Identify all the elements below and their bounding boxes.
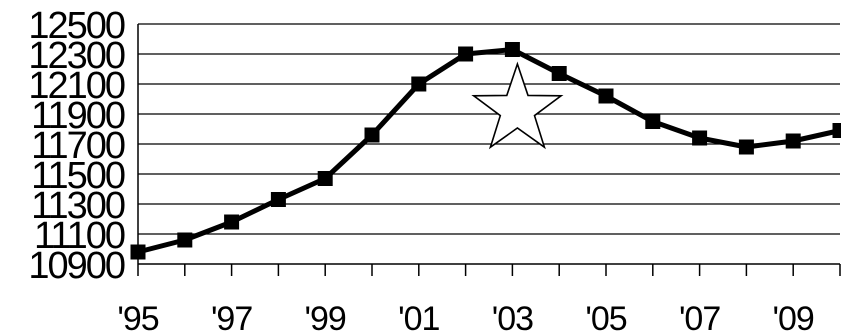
y-tick-label-11100: 11100 <box>34 215 125 257</box>
x-tick-label-1997: '97 <box>211 300 252 333</box>
data-markers <box>130 42 841 260</box>
y-tick-label-12500: 12500 <box>28 5 125 47</box>
data-point-2009 <box>785 133 801 149</box>
x-tick-label-2003: '03 <box>492 300 533 333</box>
data-point-2004 <box>551 66 567 81</box>
data-point-2003 <box>504 42 520 57</box>
data-point-1996 <box>177 232 193 248</box>
star-icon <box>471 61 564 150</box>
series-line <box>137 47 841 255</box>
x-tick-label-2009: '09 <box>773 300 814 333</box>
data-point-2005 <box>598 88 614 104</box>
data-point-2008 <box>738 139 754 155</box>
x-tick-labels: '95 '97 '99 '01 '03 '05 '07 '09 <box>117 300 815 333</box>
data-point-1995 <box>130 244 146 260</box>
x-tick-label-1999: '99 <box>305 300 346 333</box>
x-tick-label-2001: '01 <box>398 300 439 333</box>
star-annotation <box>471 61 564 150</box>
y-tick-labels: 1090011100113001150011700119001210012300… <box>28 5 127 287</box>
data-point-2000 <box>364 127 380 143</box>
grid-lines <box>138 23 840 235</box>
data-point-2006 <box>645 114 661 129</box>
y-tick-label-12300: 12300 <box>28 35 125 77</box>
data-point-1998 <box>270 192 286 207</box>
data-point-1997 <box>224 214 240 230</box>
x-tick-label-2005: '05 <box>585 300 626 333</box>
series-path <box>137 47 841 255</box>
y-tick-label-11500: 11500 <box>31 155 125 197</box>
x-tick-label-1995: '95 <box>117 300 158 333</box>
data-point-2010 <box>832 123 841 138</box>
x-tick-label-2007: '07 <box>679 300 720 333</box>
y-tick-label-12100: 12100 <box>28 65 125 107</box>
data-point-2001 <box>411 76 427 92</box>
y-tick-label-10900: 10900 <box>28 245 125 287</box>
y-tick-label-11700: 11700 <box>31 125 125 167</box>
data-point-1999 <box>317 171 333 186</box>
axes <box>137 24 841 276</box>
data-point-2002 <box>458 46 474 62</box>
data-point-2007 <box>692 130 708 146</box>
y-tick-label-11300: 11300 <box>31 185 125 227</box>
y-tick-label-11900: 11900 <box>31 95 125 137</box>
